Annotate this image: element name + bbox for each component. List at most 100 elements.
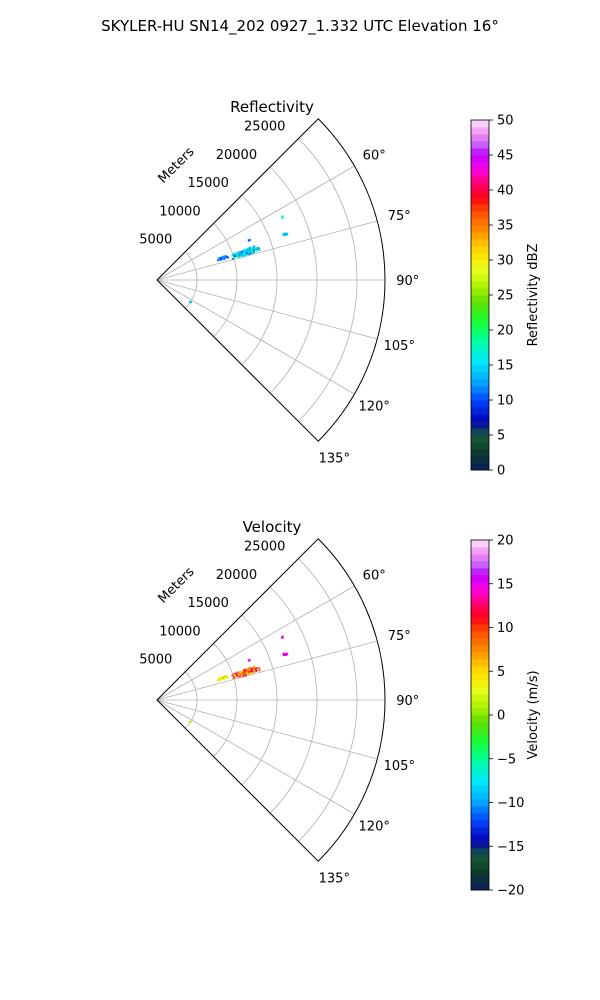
echo-gate xyxy=(227,676,229,679)
echo-gate xyxy=(253,665,256,668)
colorbar-segment xyxy=(471,316,489,324)
figure-suptitle: SKYLER-HU SN14_202 0927_1.332 UTC Elevat… xyxy=(101,17,499,36)
radial-tick-label: 15000 xyxy=(188,596,229,611)
echo-gate xyxy=(227,256,229,259)
colorbar-segment xyxy=(471,736,489,744)
colorbar-segment xyxy=(471,155,489,163)
echo-gate xyxy=(244,672,247,675)
echo-gate xyxy=(247,671,250,674)
echo-gate xyxy=(257,248,260,250)
echo-gate xyxy=(252,251,255,254)
colorbar-segment xyxy=(471,694,489,702)
echo-gate xyxy=(284,654,286,657)
echo-gate xyxy=(248,668,251,671)
colorbar-segment xyxy=(471,862,489,870)
colorbar-segment xyxy=(471,715,489,723)
echo-gate xyxy=(190,721,192,724)
echo-gate xyxy=(240,672,243,675)
colorbar-tick-label: 20 xyxy=(497,324,514,339)
angle-tick-label: 105° xyxy=(384,759,415,774)
echo-gate xyxy=(243,252,246,255)
colorbar-segment xyxy=(471,183,489,191)
colorbar-tick-label: 10 xyxy=(497,621,514,636)
colorbar-segment xyxy=(471,813,489,821)
colorbar-tick-label: 0 xyxy=(497,464,505,479)
radial-tick-label: 15000 xyxy=(188,176,229,191)
echo-gate xyxy=(243,672,246,675)
colorbar-segment xyxy=(471,435,489,443)
echo-gate xyxy=(221,676,223,679)
azimuth-grid-line xyxy=(156,699,355,815)
echo-gate xyxy=(222,257,224,259)
colorbar-segment xyxy=(471,764,489,772)
echo-gate xyxy=(234,255,236,257)
colorbar-segment xyxy=(471,876,489,884)
echo-gate xyxy=(247,248,249,251)
colorbar-segment xyxy=(471,386,489,394)
colorbar-tick-label: 0 xyxy=(497,709,505,724)
echo-gate xyxy=(243,248,246,251)
colorbar-segment xyxy=(471,246,489,254)
colorbar-segment xyxy=(471,162,489,170)
colorbar-segment xyxy=(471,883,489,891)
colorbar-tick-label: 45 xyxy=(497,149,514,164)
echo-gate xyxy=(251,250,254,253)
echo-gate xyxy=(219,678,222,681)
colorbar-segment xyxy=(471,456,489,464)
echo-gate xyxy=(245,669,248,671)
colorbar-segment xyxy=(471,806,489,814)
angle-tick-label: 75° xyxy=(388,629,411,644)
echo-field xyxy=(189,635,289,724)
echo-gate xyxy=(248,253,251,256)
colorbar-segment xyxy=(471,176,489,184)
echo-gate xyxy=(248,673,251,676)
echo-gate xyxy=(249,670,252,672)
colorbar-segment xyxy=(471,379,489,387)
echo-gate xyxy=(231,258,234,260)
echo-gate xyxy=(252,671,255,674)
azimuth-grid-line xyxy=(156,165,355,281)
echo-gate xyxy=(237,251,240,254)
echo-gate xyxy=(221,256,223,259)
echo-gate xyxy=(247,668,249,671)
echo-gate xyxy=(255,670,258,672)
echo-gate xyxy=(238,254,241,256)
echo-gate xyxy=(240,670,243,673)
colorbar-segment xyxy=(471,211,489,219)
radial-tick-label: 5000 xyxy=(139,653,172,668)
echo-gate xyxy=(231,254,234,257)
colorbar-segment xyxy=(471,778,489,786)
echo-gate xyxy=(281,216,284,219)
colorbar-segment xyxy=(471,260,489,268)
colorbar-segment xyxy=(471,827,489,835)
echo-gate xyxy=(243,668,246,671)
colorbar-segment xyxy=(471,561,489,569)
echo-gate xyxy=(257,668,260,670)
radial-tick-label: 20000 xyxy=(216,148,257,163)
echo-gate xyxy=(218,679,220,681)
colorbar-segment xyxy=(471,680,489,688)
panel-title: Velocity xyxy=(243,518,302,536)
colorbar-segment xyxy=(471,792,489,800)
colorbar-segment xyxy=(471,582,489,590)
echo-gate xyxy=(284,234,286,237)
colorbar-segment xyxy=(471,393,489,401)
colorbar-segment xyxy=(471,645,489,653)
echo-gate xyxy=(235,252,237,255)
colorbar-segment xyxy=(471,617,489,625)
colorbar-segment xyxy=(471,855,489,863)
colorbar-segment xyxy=(471,365,489,373)
colorbar-segment xyxy=(471,540,489,548)
echo-gate xyxy=(239,671,241,674)
colorbar-tick-label: 15 xyxy=(497,577,514,592)
colorbar-segment xyxy=(471,358,489,366)
colorbar-segment xyxy=(471,610,489,618)
angle-tick-label: 135° xyxy=(319,451,350,466)
colorbar-segment xyxy=(471,771,489,779)
azimuth-grid-line xyxy=(156,585,355,701)
radial-tick-label: 5000 xyxy=(139,233,172,248)
echo-field xyxy=(189,215,289,304)
angle-tick-label: 75° xyxy=(388,209,411,224)
angle-tick-label: 135° xyxy=(319,871,350,886)
